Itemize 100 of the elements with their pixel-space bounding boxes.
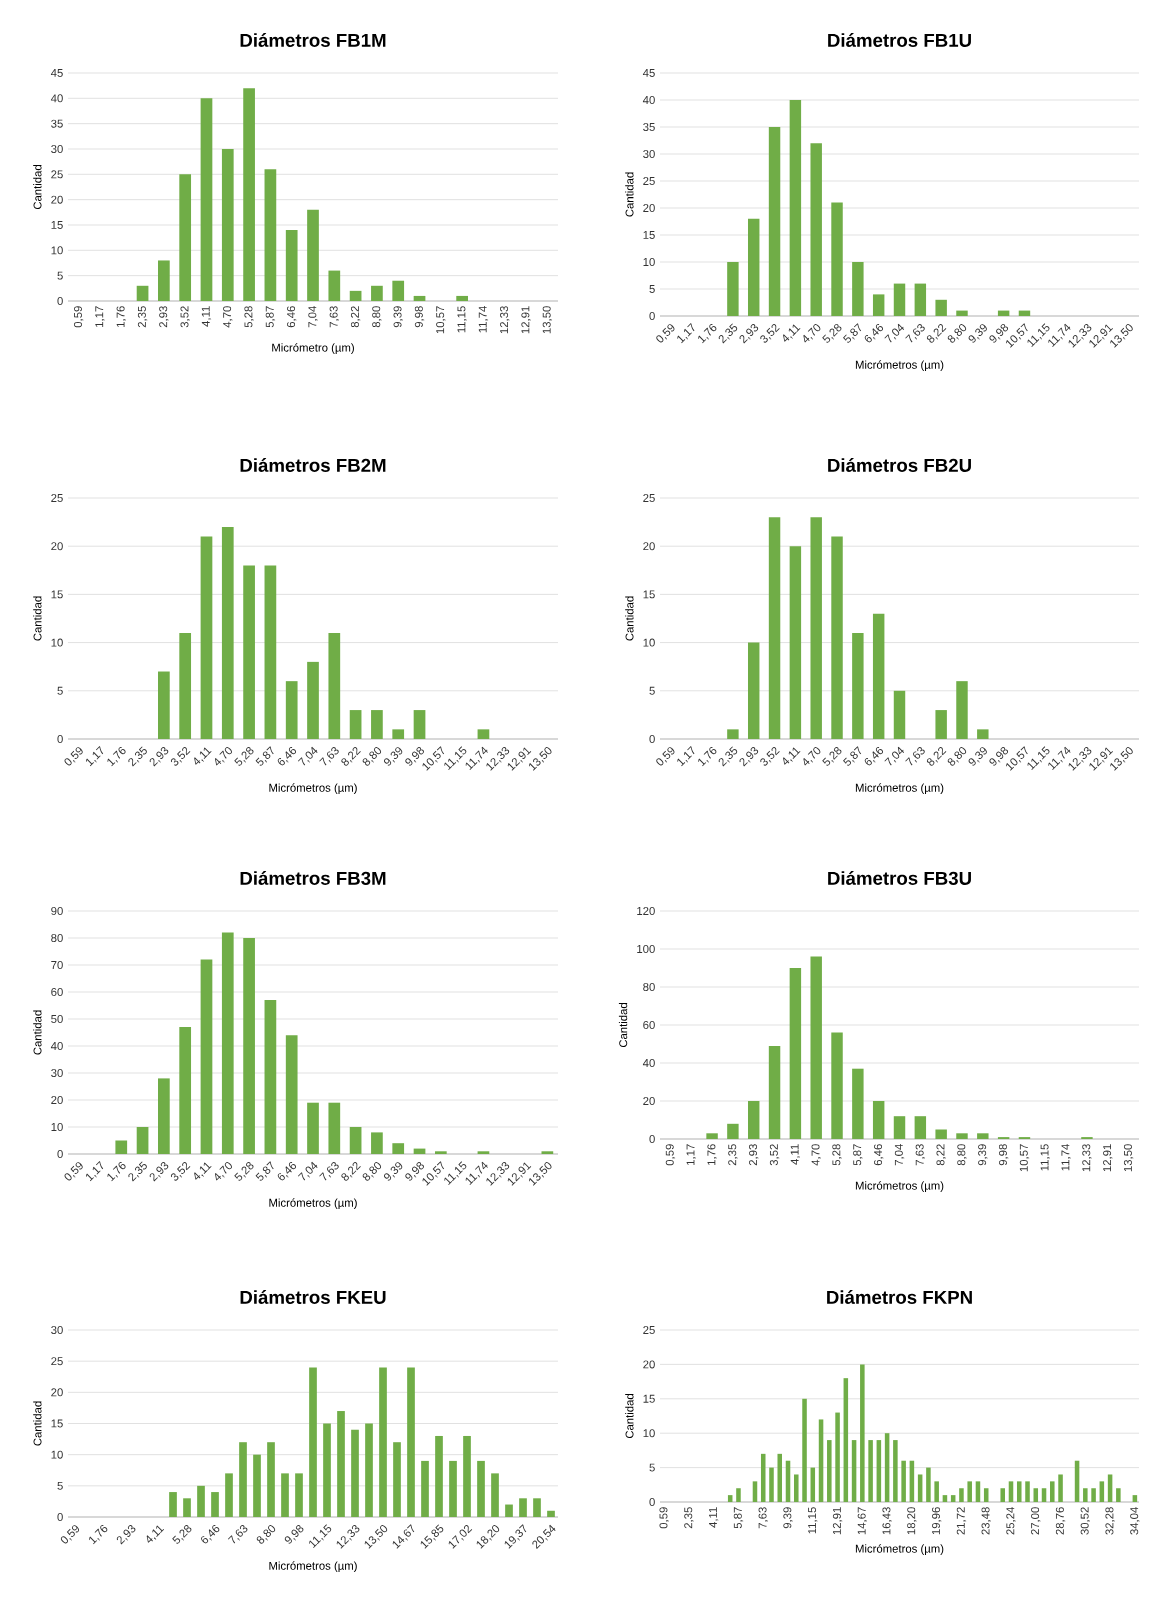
x-axis-title: Micrómetros (µm) [855, 783, 944, 795]
x-axis-title: Micrómetros (µm) [855, 1544, 944, 1555]
x-tick-label: 8,22 [926, 323, 947, 343]
bar [1116, 1488, 1121, 1502]
bar [371, 710, 383, 739]
x-tick-label: 1,76 [698, 323, 717, 344]
bar [768, 517, 781, 739]
x-tick-label: 34,04 [1130, 1507, 1140, 1535]
x-tick-label: 1,76 [116, 306, 126, 327]
x-tick-label: 0,59 [60, 1525, 80, 1544]
x-tick-label: 1,76 [89, 1524, 108, 1545]
bar [1091, 1488, 1096, 1502]
x-tick-label: 0,59 [64, 1162, 83, 1181]
y-tick-label: 25 [51, 170, 63, 179]
bar [831, 536, 843, 739]
bar [136, 285, 149, 301]
bar [768, 1045, 781, 1139]
bar [956, 681, 968, 739]
bar [197, 1485, 205, 1517]
y-tick-label: 35 [51, 119, 63, 128]
x-tick-label: 7,63 [319, 1162, 339, 1181]
x-tick-label: 13,50 [1123, 1144, 1134, 1172]
y-tick-label: 20 [643, 203, 655, 212]
y-tick-label: 0 [57, 296, 63, 305]
bar [371, 285, 383, 301]
bar [307, 661, 319, 739]
bar [977, 1133, 989, 1139]
x-tick-label: 7,63 [329, 306, 339, 328]
y-tick-label: 15 [643, 231, 655, 239]
bar [421, 1460, 429, 1517]
bar [810, 956, 822, 1139]
x-tick-label: 11,74 [1061, 1144, 1071, 1171]
bar [463, 1435, 471, 1517]
y-tick-label: 70 [51, 960, 63, 969]
x-tick-label: 9,98 [998, 1144, 1009, 1166]
y-tick-label: 25 [51, 1357, 63, 1366]
y-tick-label: 40 [50, 1041, 63, 1050]
x-tick-label: 9,39 [383, 1162, 403, 1181]
x-tick-label: 12,33 [500, 306, 510, 334]
x-tick-label: 11,74 [478, 306, 489, 333]
x-axis-title: Micrómetros (µm) [855, 360, 944, 372]
bar [225, 1473, 233, 1517]
x-tick-label: 7,04 [308, 306, 318, 328]
bar [328, 1102, 341, 1154]
x-tick-label: 4,70 [214, 1162, 232, 1181]
bar [169, 1492, 177, 1517]
x-tick-label: 27,00 [1031, 1507, 1041, 1535]
bar [239, 1442, 247, 1517]
x-tick-label: 1,76 [707, 1144, 717, 1165]
x-tick-label: 7,04 [884, 323, 905, 343]
x-tick-label: 5,28 [822, 747, 842, 766]
bar [852, 632, 864, 739]
bar [872, 1101, 885, 1139]
x-tick-label: 19,96 [931, 1507, 942, 1535]
x-axis-title: Micrómetros (µm) [269, 1561, 357, 1573]
bar [264, 565, 277, 739]
bar [727, 261, 739, 316]
x-tick-label: 7,04 [884, 746, 905, 766]
y-tick-label: 10 [643, 1429, 655, 1438]
x-tick-label: 4,70 [803, 324, 821, 343]
bar [253, 1454, 261, 1517]
x-tick-label: 8,22 [350, 306, 361, 328]
x-tick-label: 5,28 [172, 1525, 192, 1544]
x-tick-label: 6,46 [277, 1161, 297, 1181]
bar [267, 1442, 275, 1517]
y-tick-label: 15 [51, 221, 63, 229]
x-tick-label: 5,28 [832, 1144, 842, 1166]
x-tick-label: 4,11 [194, 1162, 212, 1180]
bar [183, 1498, 191, 1517]
bar [1058, 1474, 1063, 1502]
x-tick-label: 9,98 [405, 1162, 424, 1181]
chart-title: Diámetros FKEU [240, 1290, 386, 1304]
x-tick-label: 8,80 [957, 1144, 967, 1166]
y-tick-label: 40 [642, 1058, 655, 1067]
bar [901, 1460, 906, 1502]
x-tick-label: 12,91 [1103, 1144, 1113, 1172]
bar [827, 1440, 832, 1502]
bar [456, 295, 468, 301]
y-tick-label: 5 [649, 1463, 655, 1472]
y-tick-label: 90 [51, 906, 63, 915]
y-tick-label: 80 [51, 933, 63, 942]
x-tick-label: 5,28 [234, 1162, 254, 1181]
x-tick-label: 6,46 [277, 746, 297, 766]
y-axis-title: Cantidad [33, 165, 42, 210]
x-tick-label: 3,52 [760, 323, 780, 343]
bar [789, 968, 802, 1139]
bar [221, 526, 234, 739]
x-tick-label: 9,98 [414, 306, 425, 328]
bar [950, 1495, 956, 1502]
bar [407, 1367, 415, 1517]
y-tick-label: 10 [643, 638, 655, 647]
bar [835, 1412, 840, 1502]
y-tick-label: 0 [57, 1513, 63, 1522]
bar [747, 642, 760, 739]
x-tick-label: 7,63 [227, 1525, 248, 1544]
y-tick-label: 100 [637, 944, 655, 953]
y-tick-label: 0 [57, 1149, 63, 1158]
x-tick-label: 8,22 [936, 1144, 946, 1166]
y-axis-title: Cantidad [625, 172, 634, 217]
chart-title: Diámetros FB1M [240, 33, 386, 47]
